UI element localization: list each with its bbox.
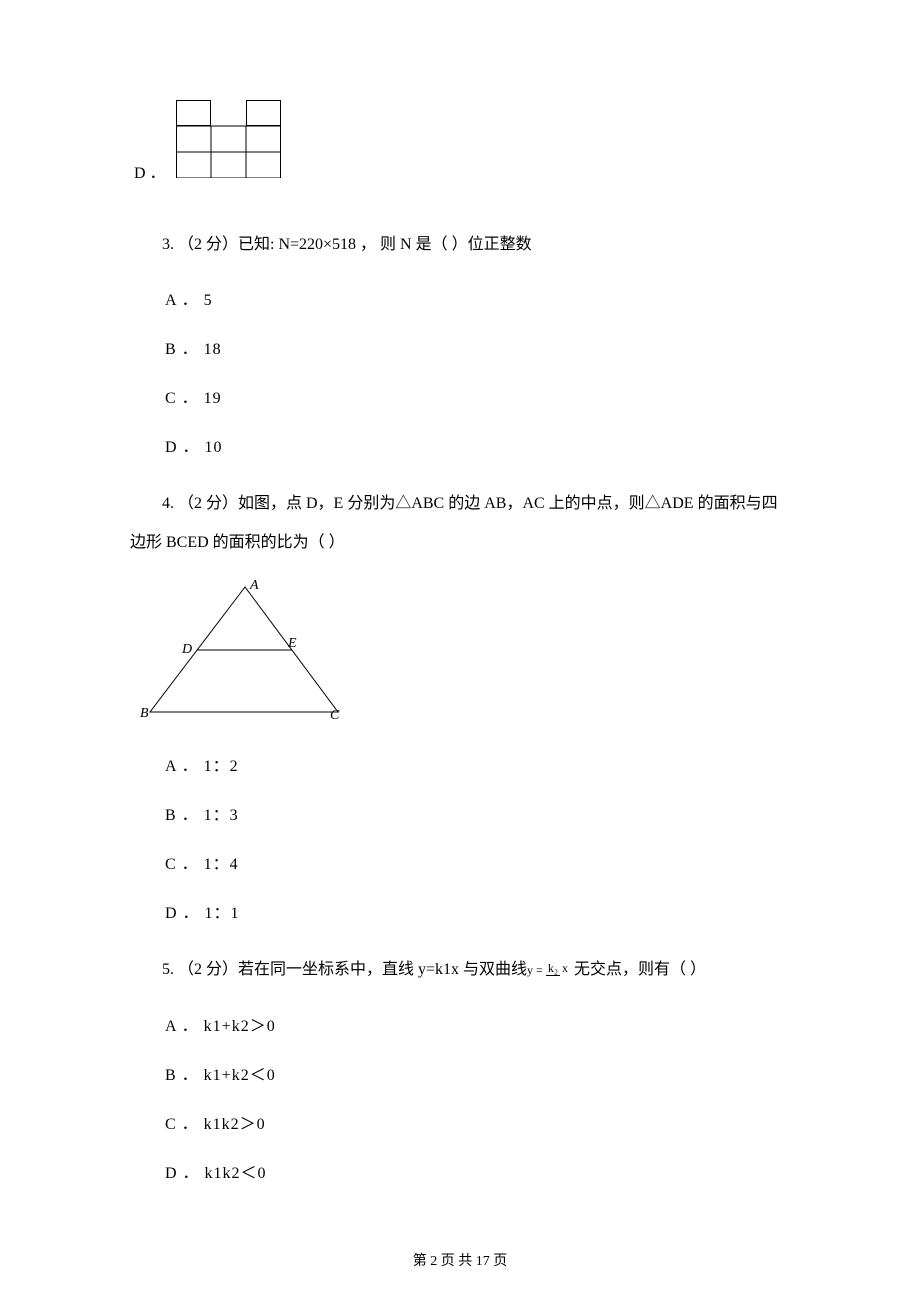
- q4-option-d: D ． 1：1: [165, 902, 790, 926]
- fraction-denominator: x: [560, 961, 570, 975]
- q4-option-b: B ． 1：3: [165, 804, 790, 828]
- fraction-numerator: k₂: [546, 961, 560, 976]
- q5-suffix: 无交点，则有（ ）: [570, 961, 706, 978]
- q5-option-a: A ． k1+k2＞0: [165, 1015, 790, 1039]
- q5-prefix: 5. （2 分）若在同一坐标系中，直线 y=k1x 与双曲线: [162, 961, 527, 978]
- fraction-icon: k₂x: [546, 954, 570, 983]
- option-d-label: D ．: [134, 162, 166, 186]
- vertex-c-label: C: [330, 708, 340, 722]
- q5-option-c: C ． k1k2＞0: [165, 1113, 790, 1137]
- q3-option-b: B ． 18: [165, 338, 790, 362]
- q5-option-d: D ． k1k2＜0: [165, 1162, 790, 1186]
- q5-option-b: B ． k1+k2＜0: [165, 1064, 790, 1088]
- q3-option-c: C ． 19: [165, 387, 790, 411]
- question-5: 5. （2 分）若在同一坐标系中，直线 y=k1x 与双曲线y = k₂x 无交…: [130, 951, 790, 989]
- vertex-e-label: E: [287, 636, 297, 651]
- question-4: 4. （2 分）如图，点 D，E 分别为△ABC 的边 AB，AC 上的中点，则…: [130, 485, 790, 562]
- option-d-container: D ．: [130, 100, 790, 186]
- q3-option-d: D ． 10: [165, 436, 790, 460]
- q3-option-a: A ． 5: [165, 289, 790, 313]
- question-3: 3. （2 分）已知: N=220×518 ， 则 N 是（ ）位正整数: [130, 226, 790, 264]
- grid-icon: [176, 100, 281, 186]
- triangle-diagram: A B C D E: [140, 577, 790, 730]
- q4-option-c: C ． 1：4: [165, 853, 790, 877]
- vertex-d-label: D: [181, 642, 192, 657]
- vertex-a-label: A: [249, 578, 259, 593]
- q4-option-a: A ． 1：2: [165, 755, 790, 779]
- page-footer: 第 2 页 共 17 页: [0, 1251, 920, 1272]
- q5-yeq: y =: [527, 963, 546, 977]
- vertex-b-label: B: [140, 706, 149, 721]
